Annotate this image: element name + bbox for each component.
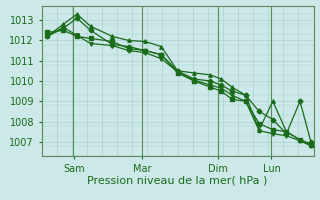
X-axis label: Pression niveau de la mer( hPa ): Pression niveau de la mer( hPa ) bbox=[87, 175, 268, 185]
